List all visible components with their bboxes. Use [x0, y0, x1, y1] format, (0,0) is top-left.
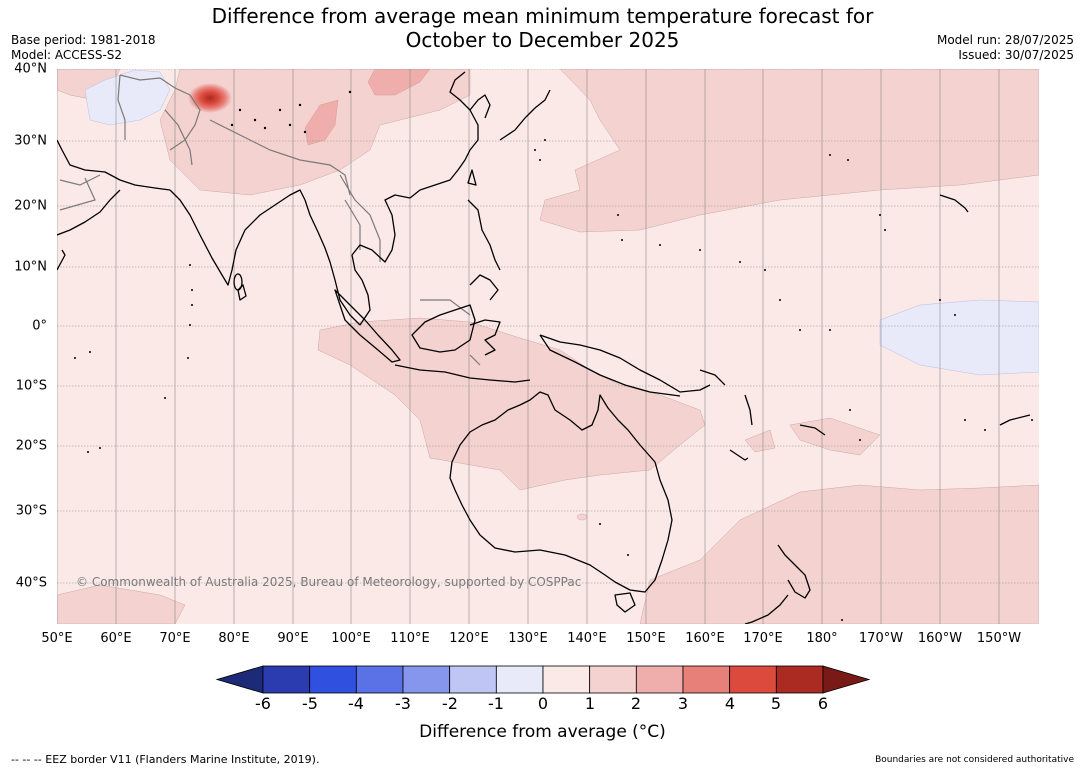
- colorbar-title: Difference from average (°C): [419, 722, 666, 742]
- colorbar-tick-label: -2: [442, 694, 458, 713]
- colorbar: [215, 665, 871, 694]
- colorbar-segment: [402, 665, 451, 694]
- colorbar-tick-label: -6: [255, 694, 271, 713]
- lon-label: 180°: [806, 631, 838, 646]
- colorbar-tick-label: 1: [584, 694, 596, 713]
- colorbar-segment: [635, 665, 684, 694]
- colorbar-segment: [355, 665, 404, 694]
- colorbar-extend-high: [822, 665, 871, 694]
- colorbar-segment: [729, 665, 777, 694]
- colorbar-tick-label: -4: [348, 694, 364, 713]
- colorbar-tick-label: 6: [817, 694, 829, 713]
- eez-note: -- -- -- EEZ border V11 (Flanders Marine…: [11, 753, 320, 766]
- meta-right: Model run: 28/07/2025 Issued: 30/07/2025: [937, 33, 1074, 63]
- lat-label: 20°S: [15, 438, 47, 454]
- colorbar-tick-label: 3: [677, 694, 689, 713]
- lon-label: 50°E: [41, 631, 73, 646]
- lon-label: 170°E: [743, 631, 783, 646]
- colorbar-tick-label: 2: [630, 694, 642, 713]
- colorbar-tick-label: 4: [724, 694, 736, 713]
- lon-label: 70°E: [159, 631, 191, 646]
- lon-label: 110°E: [390, 631, 430, 646]
- colorbar-tick-label: -1: [488, 694, 504, 713]
- colorbar-segment: [449, 665, 497, 694]
- issued-date: Issued: 30/07/2025: [958, 48, 1074, 62]
- lon-label: 160°W: [917, 631, 963, 646]
- colorbar-segment: [262, 665, 311, 694]
- colorbar-tick-label: 5: [770, 694, 782, 713]
- small-islands: [74, 90, 1033, 621]
- coastlines: [57, 71, 1031, 624]
- title-line-1: Difference from average mean minimum tem…: [211, 4, 874, 28]
- lon-label: 150°W: [976, 631, 1022, 646]
- lat-label: 40°N: [14, 61, 47, 77]
- colorbar-tick-label: -3: [395, 694, 411, 713]
- lon-label: 100°E: [331, 631, 371, 646]
- lon-label: 60°E: [100, 631, 132, 646]
- anomaly-hotspot: [188, 83, 232, 113]
- lon-label: 90°E: [277, 631, 309, 646]
- country-borders: [59, 74, 481, 366]
- lat-label: 10°S: [15, 378, 47, 394]
- boundaries-note: Boundaries are not considered authoritat…: [875, 755, 1074, 765]
- lat-label: 40°S: [15, 575, 47, 591]
- colorbar-extend-low: [215, 665, 264, 694]
- model-name: Model: ACCESS-S2: [11, 48, 123, 62]
- copyright-notice: © Commonwealth of Australia 2025, Bureau…: [76, 575, 582, 589]
- colorbar-segment: [589, 665, 637, 694]
- lon-label: 130°E: [508, 631, 548, 646]
- model-run-date: Model run: 28/07/2025: [936, 33, 1074, 47]
- lat-label: 30°N: [14, 133, 47, 149]
- lat-label: 0°: [32, 318, 47, 334]
- lon-label: 120°E: [449, 631, 489, 646]
- colorbar-tick-label: -5: [302, 694, 318, 713]
- meta-left: Base period: 1981-2018 Model: ACCESS-S2: [11, 33, 156, 63]
- colorbar-segment: [495, 665, 544, 694]
- lon-label: 160°E: [685, 631, 725, 646]
- lon-label: 80°E: [218, 631, 250, 646]
- lat-label: 30°S: [15, 503, 47, 519]
- colorbar-segment: [682, 665, 731, 694]
- lat-label: 10°N: [14, 259, 47, 275]
- colorbar-segment: [775, 665, 824, 694]
- lon-label: 150°E: [626, 631, 666, 646]
- title-line-2: October to December 2025: [405, 28, 680, 52]
- map-title: Difference from average mean minimum tem…: [0, 4, 1085, 52]
- lat-label: 20°N: [14, 198, 47, 214]
- anomaly-2-to-3-regions: [304, 69, 431, 146]
- base-period: Base period: 1981-2018: [11, 33, 156, 47]
- colorbar-tick-label: 0: [537, 694, 549, 713]
- lon-label: 170°W: [858, 631, 904, 646]
- colorbar-segment: [542, 665, 591, 694]
- lon-label: 140°E: [567, 631, 607, 646]
- colorbar-segment: [309, 665, 357, 694]
